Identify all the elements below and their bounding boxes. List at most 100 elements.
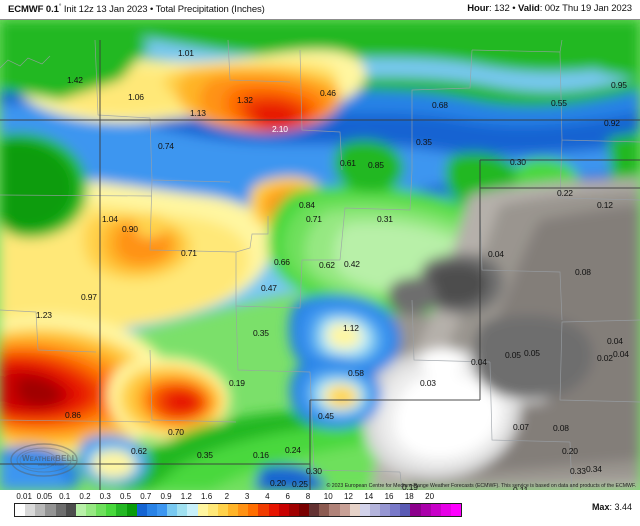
- colorbar-swatch: [126, 504, 137, 516]
- colorbar-swatch: [227, 504, 239, 516]
- contour-label: 1.04: [102, 214, 118, 224]
- colorbar-swatch: [248, 504, 259, 516]
- contour-label: 0.85: [368, 160, 384, 170]
- contour-label: 0.74: [158, 141, 174, 151]
- colorbar-swatch: [85, 504, 97, 516]
- valid-value: 00z Thu 19 Jan 2023: [544, 3, 632, 14]
- colorbar-swatch: [238, 504, 249, 516]
- colorbar-swatch: [197, 504, 208, 516]
- contour-label: 0.61: [340, 158, 356, 168]
- colorbar-swatch: [288, 504, 299, 516]
- colorbar-swatch: [177, 504, 188, 516]
- colorbar-swatch: [430, 504, 441, 516]
- colorbar-swatch: [380, 504, 391, 516]
- valid-label: Valid: [518, 3, 540, 14]
- colorbar-swatch: [278, 504, 289, 516]
- colorbar-swatch: [369, 504, 381, 516]
- model-name: ECMWF 0.1: [8, 4, 59, 16]
- contour-label: 0.95: [611, 80, 627, 90]
- header-separator-1: •: [150, 4, 154, 16]
- colorbar-swatch: [146, 504, 157, 516]
- contour-label: 0.02: [597, 353, 613, 363]
- contour-label: 0.90: [122, 224, 138, 234]
- contour-label: 0.24: [285, 445, 301, 455]
- colorbar-swatch: [25, 504, 36, 516]
- header-right-text: Hour: 132 • Valid: 00z Thu 19 Jan 2023: [467, 3, 632, 14]
- colorbar-swatch: [268, 504, 279, 516]
- colorbar-swatch: [349, 504, 360, 516]
- contour-label: 0.71: [306, 214, 322, 224]
- colorbar-swatch: [309, 504, 320, 516]
- contour-label: 0.20: [562, 446, 578, 456]
- contour-label: 0.31: [377, 214, 393, 224]
- colorbar-tick-label: 0.9: [160, 492, 172, 501]
- colorbar-tick-label: 20: [425, 492, 435, 501]
- colorbar: [14, 503, 462, 517]
- contour-label: 0.66: [274, 257, 290, 267]
- colorbar-tick-label: 8: [305, 492, 311, 501]
- contour-label: 0.92: [604, 118, 620, 128]
- colorbar-tick-label: 10: [323, 492, 333, 501]
- contour-label: 1.12: [343, 323, 359, 333]
- colorbar-swatch: [440, 504, 452, 516]
- colorbar-swatch: [55, 504, 66, 516]
- contour-label: 0.04: [471, 357, 487, 367]
- colorbar-swatch: [319, 504, 330, 516]
- contour-label: 0.04: [488, 249, 504, 259]
- colorbar-tick-label: 4: [265, 492, 270, 501]
- contour-label: 0.25: [292, 479, 308, 489]
- colorbar-swatch: [75, 504, 86, 516]
- weatherbell-watermark: WeatherBELL weatherbell.com: [8, 440, 80, 480]
- colorbar-swatch: [187, 504, 198, 516]
- ecmwf-copyright: © 2023 European Centre for Medium-Range …: [326, 483, 636, 489]
- contour-label: 0.70: [168, 427, 184, 437]
- hour-value: 132: [494, 3, 510, 14]
- colorbar-swatch: [359, 504, 370, 516]
- colorbar-swatch: [258, 504, 269, 516]
- contour-label: 1.06: [128, 92, 144, 102]
- contour-label: 0.58: [348, 368, 364, 378]
- contour-label: 1.01: [178, 48, 194, 58]
- contour-label: 0.35: [416, 137, 432, 147]
- colorbar-swatch: [35, 504, 46, 516]
- colorbar-tick-label: 0.7: [140, 492, 152, 501]
- colorbar-swatch: [329, 504, 340, 516]
- contour-label: 0.62: [131, 446, 147, 456]
- precipitation-map[interactable]: 1.42 1.01 1.06 1.13 1.32 2.10 0.46 0.68 0.55 0.95…: [0, 20, 640, 490]
- colorbar-swatch: [65, 504, 76, 516]
- contour-label: 0.08: [553, 423, 569, 433]
- colorbar-tick-label: 0.01: [16, 492, 32, 501]
- colorbar-tick-label: 0.1: [59, 492, 71, 501]
- contour-label: 0.71: [181, 248, 197, 258]
- colorbar-tick-label: 12: [344, 492, 353, 501]
- colorbar-swatch: [207, 504, 218, 516]
- contour-label: 0.08: [575, 267, 591, 277]
- colorbar-tick-label: 18: [404, 492, 414, 501]
- field-name: Total Precipitation (Inches): [155, 4, 265, 16]
- contour-label: 1.32: [237, 95, 253, 105]
- contour-label: 0.30: [510, 157, 526, 167]
- header-left-text: ECMWF 0.1° Init 12z 13 Jan 2023 • Total …: [8, 3, 265, 15]
- watermark-text: WeatherBELL: [22, 454, 77, 463]
- precipitation-field: [0, 20, 640, 490]
- contour-label: 0.45: [318, 411, 334, 421]
- colorbar-swatch: [451, 504, 462, 516]
- colorbar-swatch: [217, 504, 228, 516]
- contour-label: 0.86: [65, 410, 81, 420]
- contour-label: 0.19: [402, 482, 418, 490]
- contour-label: 0.47: [261, 283, 277, 293]
- contour-label: 0.30: [306, 466, 322, 476]
- contour-label: 0.11: [513, 485, 529, 490]
- colorbar-tick-label: 0.05: [36, 492, 53, 501]
- colorbar-swatch: [410, 504, 421, 516]
- max-value: 3.44: [614, 502, 632, 512]
- major-borders: [0, 40, 640, 490]
- contour-label: 0.42: [344, 259, 360, 269]
- contour-label: 0.46: [320, 88, 336, 98]
- contour-label: 0.35: [197, 450, 213, 460]
- colorbar-section: 0.01 0.05 0.1 0.2 0.3 0.5 0.7 0.9 1.2 1.6 2 3 4 6 8 10 1…: [0, 490, 640, 526]
- colorbar-swatch: [106, 504, 117, 516]
- contour-label: 0.62: [319, 260, 335, 270]
- contour-label: 1.13: [190, 108, 206, 118]
